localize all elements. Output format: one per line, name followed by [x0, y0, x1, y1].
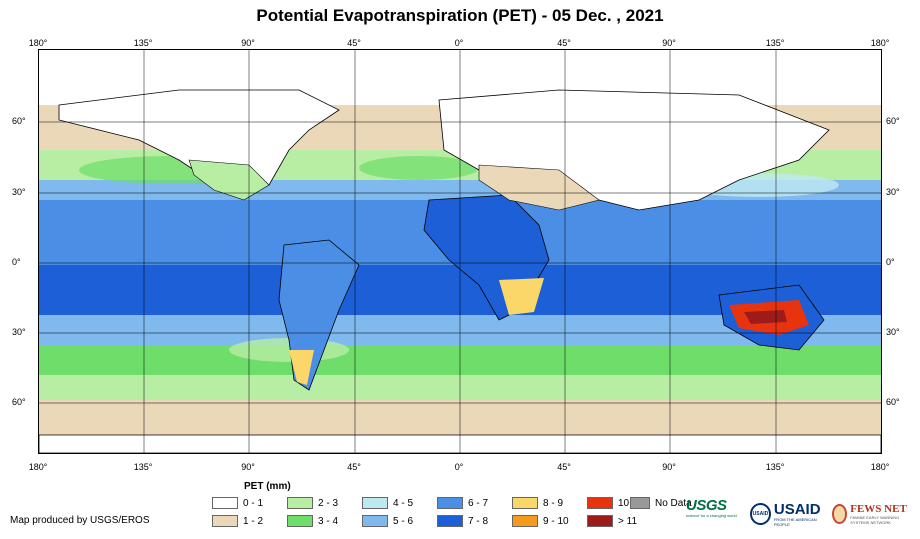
legend-label: No Data [655, 497, 692, 509]
legend-swatch [630, 497, 650, 509]
pet-map-canvas [39, 50, 881, 453]
legend-item: 5 - 6 [362, 515, 413, 527]
legend-swatch [437, 497, 463, 509]
lon-tick: 90° [662, 462, 676, 472]
legend-label: 5 - 6 [393, 515, 414, 527]
lon-tick: 45° [347, 38, 361, 48]
lat-tick: 60° [886, 116, 900, 126]
usaid-logo: USAID USAID FROM THE AMERICAN PEOPLE [750, 497, 830, 531]
lat-tick: 60° [12, 397, 26, 407]
legend-label: 7 - 8 [468, 515, 489, 527]
lat-tick: 30° [886, 187, 900, 197]
legend: 0 - 1 1 - 2 2 - 3 3 - 4 4 - 5 5 - 6 6 - … [212, 497, 692, 531]
lat-tick: 30° [12, 327, 26, 337]
fews-net-logo: FEWS NET FAMINE EARLY WARNING SYSTEMS NE… [832, 497, 914, 531]
lon-tick: 45° [557, 38, 571, 48]
middle-east [478, 164, 600, 211]
fews-seal-icon [832, 504, 848, 524]
legend-label: > 11 [618, 515, 637, 527]
argentina-high-pet [289, 350, 314, 385]
lat-tick: 30° [886, 327, 900, 337]
legend-label: 2 - 3 [318, 497, 339, 509]
fews-tagline: FAMINE EARLY WARNING SYSTEMS NETWORK [850, 515, 900, 525]
legend-swatch [512, 515, 538, 527]
usgs-tagline: science for a changing world [686, 513, 737, 518]
patch-atlantic-north [359, 156, 479, 180]
lon-tick: 0° [454, 38, 464, 48]
lon-tick: 90° [241, 462, 255, 472]
legend-item: 6 - 7 [437, 497, 488, 509]
lon-tick: 180° [870, 462, 890, 472]
legend-item: 2 - 3 [287, 497, 338, 509]
credit-text: Map produced by USGS/EROS [10, 515, 150, 526]
fews-logo-text: FEWS NET [850, 503, 907, 515]
lon-tick: 135° [133, 462, 153, 472]
legend-item: 9 - 10 [512, 515, 569, 527]
legend-swatch [512, 497, 538, 509]
legend-item: 7 - 8 [437, 515, 488, 527]
lat-tick: 30° [12, 187, 26, 197]
legend-swatch [362, 515, 388, 527]
lat-tick: 60° [886, 397, 900, 407]
lon-tick: 180° [870, 38, 890, 48]
map-title: Potential Evapotranspiration (PET) - 05 … [256, 6, 664, 25]
legend-label: 1 - 2 [243, 515, 264, 527]
legend-swatch [212, 515, 238, 527]
australia-extreme-pet [744, 310, 787, 324]
legend-label: 9 - 10 [543, 515, 569, 527]
legend-item: 1 - 2 [212, 515, 263, 527]
legend-item: 3 - 4 [287, 515, 338, 527]
graticule [39, 50, 881, 453]
usgs-logo-text: USGS [686, 497, 727, 514]
southern-africa-high-pet [499, 278, 544, 315]
legend-label: 4 - 5 [393, 497, 414, 509]
legend-item: 4 - 5 [362, 497, 413, 509]
legend-swatch [287, 497, 313, 509]
legend-item: 8 - 9 [512, 497, 563, 509]
legend-swatch [287, 515, 313, 527]
usgs-logo: USGS science for a changing world [686, 497, 746, 531]
lon-tick: 45° [347, 462, 361, 472]
legend-swatch [362, 497, 388, 509]
legend-swatch [587, 515, 613, 527]
patch-south-pacific [39, 271, 179, 299]
legend-label: 8 - 9 [543, 497, 564, 509]
usaid-tagline: FROM THE AMERICAN PEOPLE [773, 516, 817, 527]
legend-label: 3 - 4 [318, 515, 339, 527]
lon-tick: 135° [133, 38, 153, 48]
lon-tick: 180° [28, 38, 48, 48]
legend-swatch [212, 497, 238, 509]
lon-tick: 0° [454, 462, 464, 472]
legend-label: 6 - 7 [468, 497, 489, 509]
legend-swatch [437, 515, 463, 527]
lon-tick: 135° [765, 38, 785, 48]
usaid-seal-icon: USAID [750, 503, 771, 525]
lon-tick: 135° [765, 462, 785, 472]
lon-tick: 180° [28, 462, 48, 472]
lat-tick: 0° [886, 257, 895, 267]
patch-indian-ocean [509, 274, 689, 306]
logo-bar: USGS science for a changing world USAID … [686, 497, 914, 531]
legend-title: PET (mm) [244, 481, 291, 492]
legend-item: 0 - 1 [212, 497, 263, 509]
lon-tick: 45° [557, 462, 571, 472]
legend-swatch [587, 497, 613, 509]
lat-tick: 60° [12, 116, 26, 126]
lon-tick: 90° [241, 38, 255, 48]
legend-item: No Data [630, 497, 692, 509]
lon-tick: 90° [662, 38, 676, 48]
lat-tick: 0° [12, 257, 21, 267]
pet-map [38, 49, 882, 454]
legend-label: 0 - 1 [243, 497, 264, 509]
legend-item: > 11 [587, 515, 637, 527]
usaid-logo-text: USAID [773, 500, 821, 518]
